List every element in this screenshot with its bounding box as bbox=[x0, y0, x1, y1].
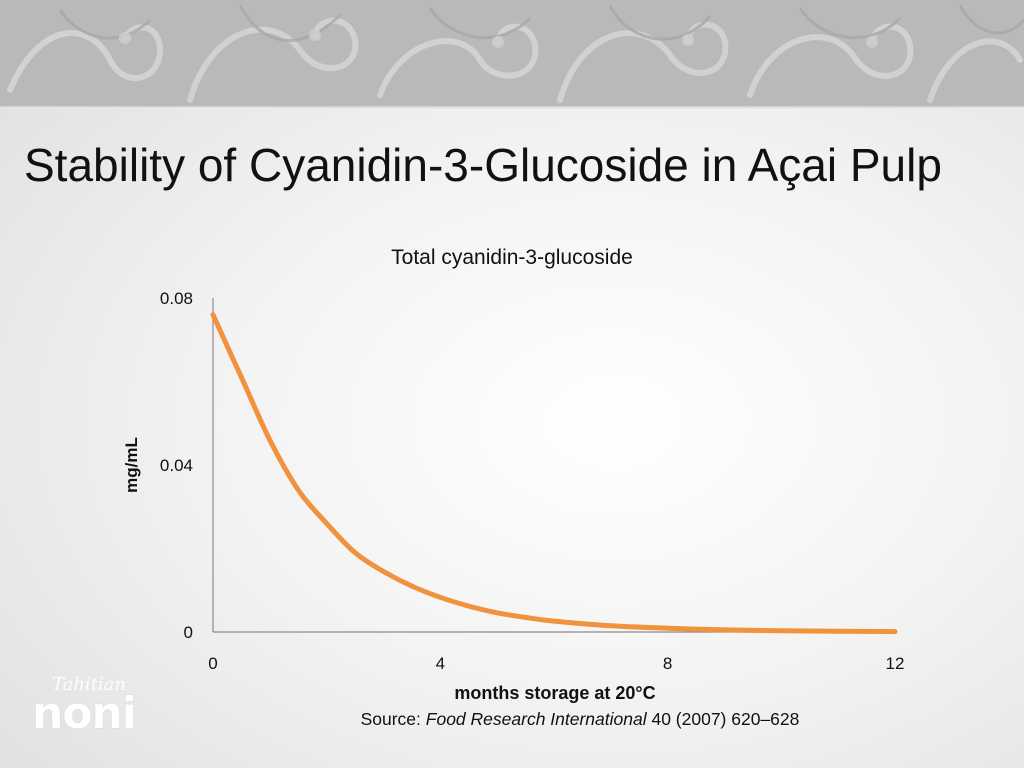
chart-title: Total cyanidin-3-glucoside bbox=[391, 246, 633, 269]
swirl-pattern-icon bbox=[7, 4, 1024, 103]
logo-script-text: Tahitian bbox=[52, 674, 127, 695]
source-citation: Source: Food Research International 40 (… bbox=[300, 709, 860, 730]
y-tick-label: 0 bbox=[184, 623, 193, 642]
series-line bbox=[210, 312, 898, 635]
banner-divider bbox=[0, 106, 1024, 109]
source-suffix: 40 (2007) 620–628 bbox=[646, 709, 800, 729]
x-tick-label: 12 bbox=[886, 654, 905, 673]
y-tick-label: 0.08 bbox=[160, 289, 193, 308]
slide-title: Stability of Cyanidin-3-Glucoside in Aça… bbox=[24, 139, 942, 191]
y-axis-label: mg/mL bbox=[122, 437, 141, 493]
source-prefix: Source: bbox=[360, 709, 426, 729]
decorative-banner bbox=[0, 0, 1024, 106]
x-tick-label: 4 bbox=[436, 654, 445, 673]
brand-logo: Tahitian noni bbox=[30, 672, 160, 742]
logo-word-text: noni bbox=[32, 688, 137, 739]
x-tick-label: 0 bbox=[208, 654, 217, 673]
y-tick-label: 0.04 bbox=[160, 456, 193, 475]
source-journal: Food Research International bbox=[425, 709, 647, 729]
x-tick-label: 8 bbox=[663, 654, 672, 673]
x-axis-label: months storage at 20°C bbox=[454, 683, 656, 703]
